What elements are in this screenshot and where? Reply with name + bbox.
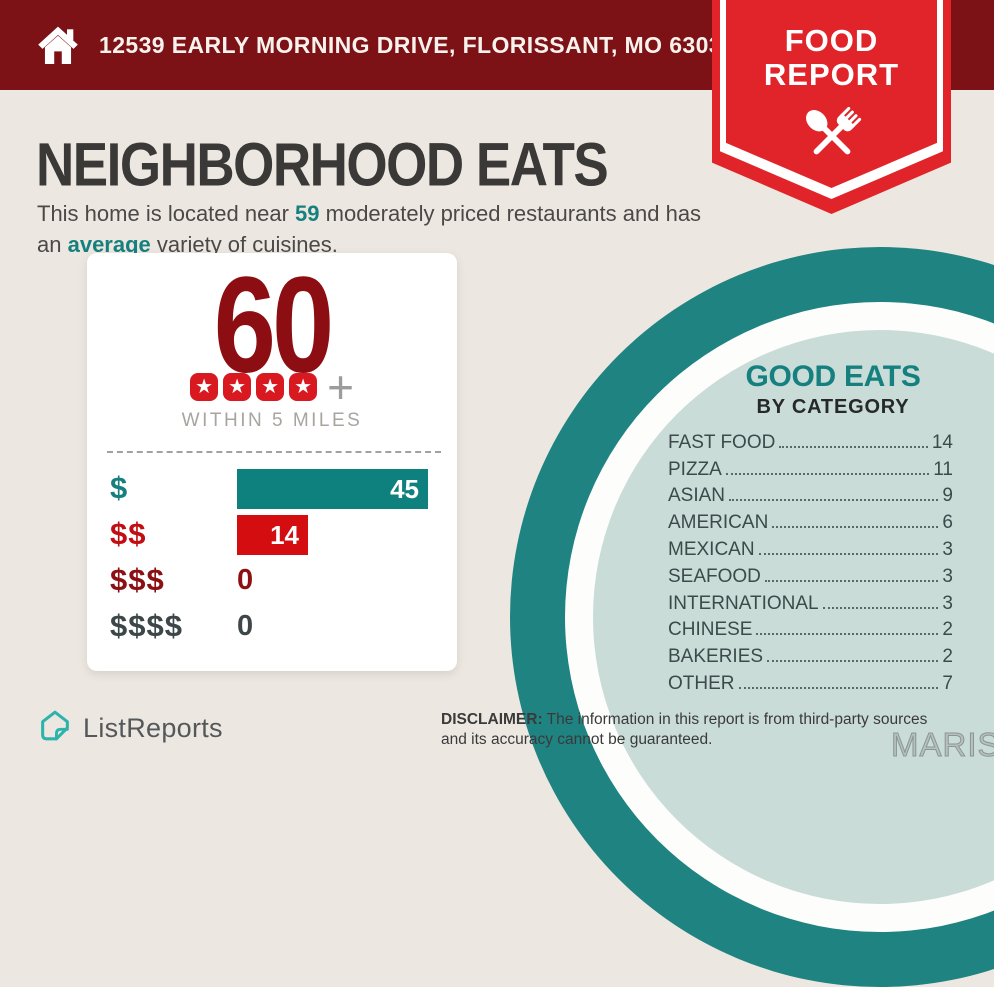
category-label: SEAFOOD [668, 565, 761, 587]
stars-row: ★ ★ ★ ★ + [87, 361, 457, 413]
star-icon: ★ [190, 373, 219, 402]
category-row: BAKERIES 2 [668, 641, 953, 668]
disclaimer-label: DISCLAIMER: [441, 711, 543, 728]
intro-part2: moderately priced restaurants and has an [37, 201, 702, 257]
category-label: BAKERIES [668, 646, 764, 668]
category-value: 2 [942, 619, 953, 641]
category-value: 11 [933, 458, 953, 480]
price-bar: 45 [237, 469, 428, 509]
dotted-leader [779, 445, 928, 448]
listreports-logo-icon [36, 707, 74, 750]
category-value: 2 [942, 646, 953, 668]
good-eats-subtitle: BY CATEGORY [756, 396, 910, 418]
food-report-badge: FOOD REPORT [712, 0, 951, 214]
intro-part1: This home is located near [37, 201, 296, 226]
total-restaurants: 60 [213, 248, 335, 401]
price-row: $$ 14 [110, 515, 441, 555]
category-row: OTHER 7 [668, 668, 953, 695]
category-row: SEAFOOD 3 [668, 561, 953, 588]
good-eats-title: GOOD EATS [745, 360, 921, 393]
disclaimer: DISCLAIMER: The information in this repo… [441, 710, 946, 750]
category-label: PIZZA [668, 458, 722, 480]
dashed-divider [107, 451, 441, 453]
summary-card: 60 ★ ★ ★ ★ + WITHIN 5 MILES $45 $$ 14 $$$ 0 $$$$ 0 [87, 253, 457, 671]
star-icon: ★ [256, 373, 285, 402]
price-level-label: $$ [110, 516, 147, 551]
price-bar-chart: $45 $$ 14 $$$ 0 $$$$ 0 [110, 469, 441, 653]
dotted-leader [738, 686, 939, 689]
dotted-leader [772, 526, 939, 529]
category-label: MEXICAN [668, 538, 755, 560]
plus-sign: + [327, 361, 354, 413]
category-list: FAST FOOD 14 PIZZA 11 ASIAN 9 AMERICAN 6 MEXICAN… [668, 427, 953, 695]
restaurant-count: 59 [295, 201, 320, 226]
price-zero-value: 0 [237, 564, 254, 596]
good-eats-panel: GOOD EATS BY CATEGORY FAST FOOD 14 PIZZA 11… [593, 314, 994, 888]
price-bar: 14 [237, 515, 308, 555]
disclaimer-text: The information in this report is from t… [441, 711, 928, 748]
dotted-leader [764, 579, 939, 582]
category-row: INTERNATIONAL 3 [668, 588, 953, 615]
category-label: AMERICAN [668, 512, 769, 534]
category-value: 3 [942, 565, 953, 587]
spoon-fork-icon [792, 96, 872, 181]
category-label: CHINESE [668, 619, 753, 641]
price-level-label: $ [110, 470, 129, 505]
price-row: $$$ 0 [110, 561, 441, 601]
price-zero-value: 0 [237, 610, 254, 642]
price-level-label: $$$$ [110, 608, 183, 643]
dotted-leader [767, 660, 939, 663]
category-value: 9 [942, 485, 953, 507]
category-value: 7 [942, 672, 953, 694]
category-value: 3 [942, 592, 953, 614]
star-icon: ★ [223, 373, 252, 402]
listreports-brand: ListReports [36, 707, 223, 750]
category-value: 3 [942, 538, 953, 560]
radius-label: WITHIN 5 MILES [181, 410, 363, 431]
dotted-leader [729, 499, 939, 502]
intro-part3: variety of cuisines. [150, 232, 338, 257]
price-row: $45 [110, 469, 441, 509]
category-row: CHINESE 2 [668, 615, 953, 642]
variety-highlight: average [67, 232, 151, 257]
category-value: 6 [942, 512, 953, 534]
badge-inner-shape [726, 0, 937, 188]
badge-title-line2: REPORT [763, 57, 900, 92]
category-label: OTHER [668, 672, 735, 694]
maris-watermark: MARIS [891, 726, 994, 764]
badge-title: FOOD REPORT [712, 24, 951, 92]
category-row: ASIAN 9 [668, 481, 953, 508]
intro-text: This home is located near 59 moderately … [37, 198, 717, 260]
category-row: FAST FOOD 14 [668, 427, 953, 454]
brand-name: ListReports [83, 713, 223, 743]
home-icon [35, 23, 81, 73]
page-title: NEIGHBORHOOD EATS [36, 131, 609, 200]
category-row: PIZZA 11 [668, 454, 953, 481]
property-address: 12539 EARLY MORNING DRIVE, FLORISSANT, M… [99, 31, 736, 58]
category-row: AMERICAN 6 [668, 507, 953, 534]
category-label: ASIAN [668, 485, 726, 507]
category-value: 14 [931, 431, 953, 453]
category-row: MEXICAN 3 [668, 534, 953, 561]
category-label: INTERNATIONAL [668, 592, 819, 614]
price-level-label: $$$ [110, 562, 165, 597]
dotted-leader [756, 633, 939, 636]
category-label: FAST FOOD [668, 431, 776, 453]
dotted-leader [822, 606, 939, 609]
badge-title-line1: FOOD [784, 23, 879, 58]
star-icon: ★ [289, 373, 318, 402]
price-row: $$$$ 0 [110, 607, 441, 647]
dotted-leader [725, 472, 930, 475]
dotted-leader [758, 552, 939, 555]
